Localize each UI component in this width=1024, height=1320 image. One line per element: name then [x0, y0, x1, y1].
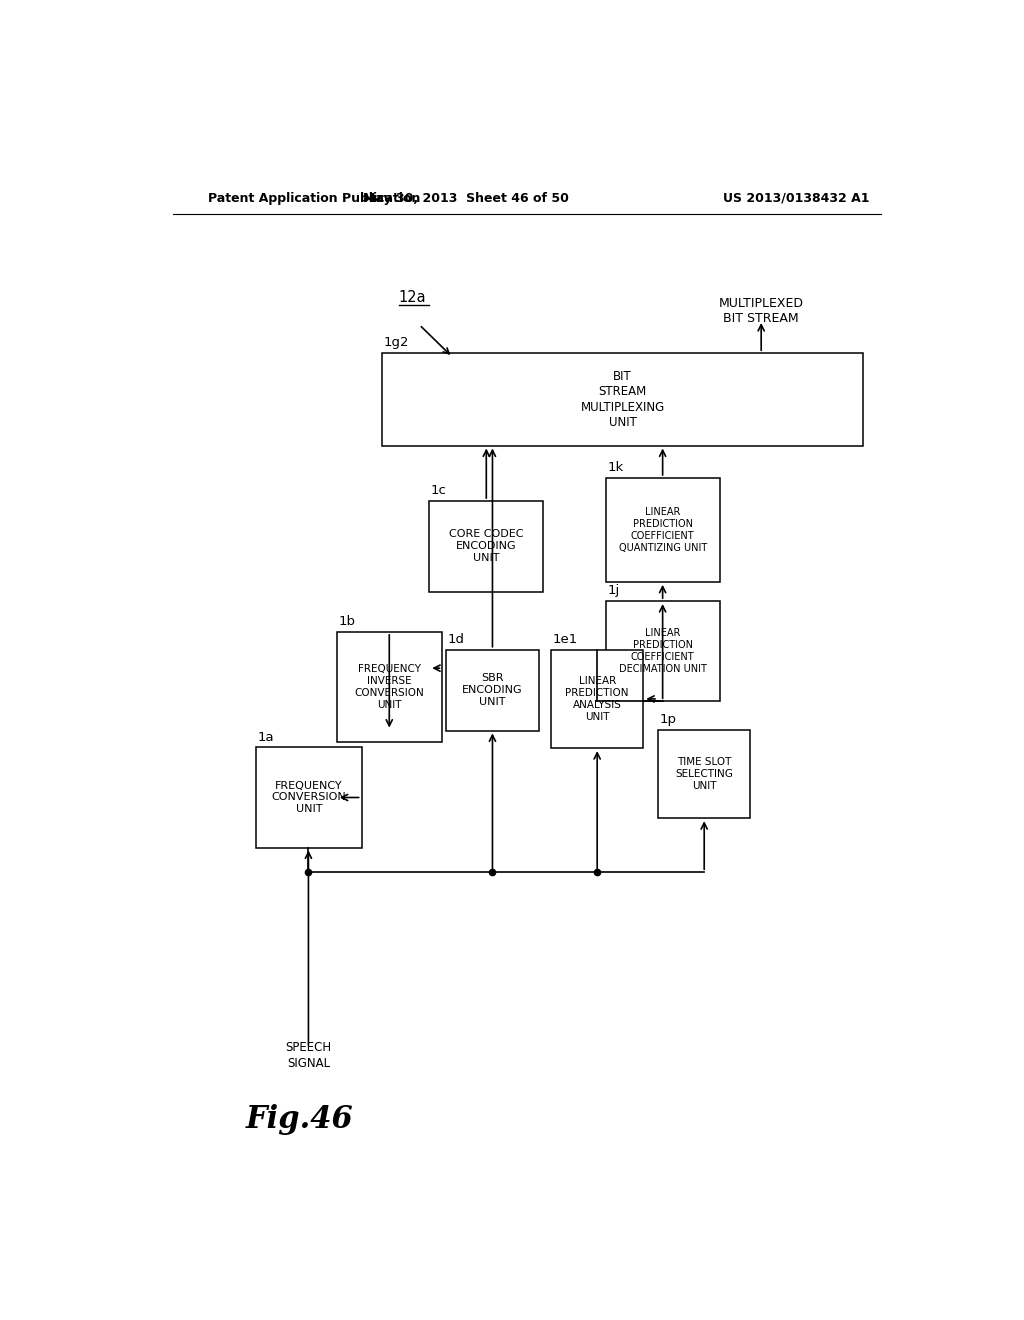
Text: MULTIPLEXED
BIT STREAM: MULTIPLEXED BIT STREAM [719, 297, 804, 325]
Text: BIT
STREAM
MULTIPLEXING
UNIT: BIT STREAM MULTIPLEXING UNIT [581, 370, 665, 429]
Text: 12a: 12a [398, 289, 426, 305]
Text: 1b: 1b [339, 615, 355, 628]
Text: 1d: 1d [447, 632, 465, 645]
Bar [382, 354, 863, 446]
Bar [256, 747, 361, 847]
Text: May 30, 2013  Sheet 46 of 50: May 30, 2013 Sheet 46 of 50 [362, 191, 568, 205]
Text: TIME SLOT
SELECTING
UNIT: TIME SLOT SELECTING UNIT [675, 756, 733, 791]
Text: FREQUENCY
CONVERSION
UNIT: FREQUENCY CONVERSION UNIT [271, 780, 346, 814]
Text: 1k: 1k [607, 461, 624, 474]
Text: 1c: 1c [431, 484, 446, 498]
Text: 1j: 1j [607, 585, 620, 598]
Text: 1a: 1a [258, 730, 274, 743]
Bar [605, 478, 720, 582]
Text: Fig.46: Fig.46 [246, 1104, 354, 1135]
Bar [337, 632, 442, 742]
Bar [446, 649, 539, 730]
Text: FREQUENCY
INVERSE
CONVERSION
UNIT: FREQUENCY INVERSE CONVERSION UNIT [354, 664, 425, 710]
Bar [551, 649, 643, 748]
Text: CORE CODEC
ENCODING
UNIT: CORE CODEC ENCODING UNIT [450, 529, 523, 564]
Text: 1g2: 1g2 [384, 337, 410, 350]
Text: SBR
ENCODING
UNIT: SBR ENCODING UNIT [462, 673, 523, 708]
Text: 1p: 1p [659, 713, 677, 726]
Bar [658, 730, 751, 818]
Bar [605, 601, 720, 701]
Text: SPEECH
SIGNAL: SPEECH SIGNAL [286, 1041, 332, 1069]
Text: LINEAR
PREDICTION
ANALYSIS
UNIT: LINEAR PREDICTION ANALYSIS UNIT [565, 676, 629, 722]
Text: LINEAR
PREDICTION
COEFFICIENT
QUANTIZING UNIT: LINEAR PREDICTION COEFFICIENT QUANTIZING… [618, 507, 707, 553]
Text: LINEAR
PREDICTION
COEFFICIENT
DECIMATION UNIT: LINEAR PREDICTION COEFFICIENT DECIMATION… [618, 628, 707, 675]
Text: Patent Application Publication: Patent Application Publication [208, 191, 420, 205]
Text: US 2013/0138432 A1: US 2013/0138432 A1 [723, 191, 869, 205]
Bar [429, 502, 544, 591]
Text: 1e1: 1e1 [553, 632, 578, 645]
